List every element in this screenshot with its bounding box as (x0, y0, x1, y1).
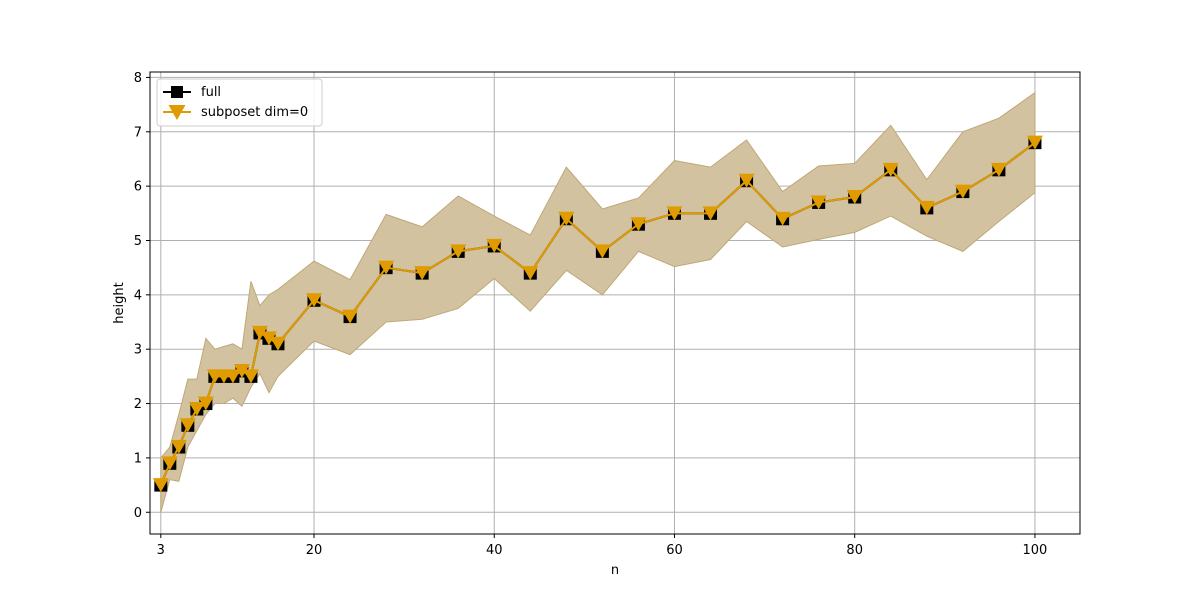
subposet-point (342, 309, 359, 324)
subposet-point (846, 190, 863, 205)
y-tick-label: 3 (134, 343, 142, 358)
series-layer (152, 135, 1043, 493)
legend: full subposet dim=0 (156, 78, 323, 127)
subposet-point (666, 206, 683, 221)
x-tick-label: 3 (157, 543, 165, 558)
subposet-point (170, 440, 187, 455)
subposet-point (224, 369, 241, 384)
y-tick-label: 8 (134, 71, 142, 86)
subposet-point (882, 162, 899, 177)
subposet-point (251, 325, 268, 340)
subposet-point (269, 336, 286, 351)
subposet-point (594, 244, 611, 259)
legend-label-full: full (201, 85, 221, 100)
y-tick-label: 5 (134, 234, 142, 249)
subposet-point (306, 293, 323, 308)
subposet-point (810, 195, 827, 210)
subposet-point (161, 456, 178, 471)
x-tick-label: 20 (306, 543, 323, 558)
y-axis-label: height (112, 282, 127, 323)
subposet-point (702, 206, 719, 221)
legend-entry-subposet: subposet dim=0 (163, 105, 308, 120)
x-tick-label: 80 (846, 543, 863, 558)
subposet-point (414, 266, 431, 281)
subposet-point (152, 478, 169, 493)
subposet-point (260, 331, 277, 346)
y-tick-label: 6 (134, 180, 142, 195)
plot-frame (149, 71, 1081, 535)
y-tick-label: 7 (134, 125, 142, 140)
subposet-point (1026, 135, 1043, 150)
subposet-point (630, 217, 647, 232)
subposet-point (918, 200, 935, 215)
legend-label-subposet: subposet dim=0 (201, 105, 308, 120)
tick-layer: 3 20 40 60 80 100 0 1 2 3 4 5 6 7 8 (134, 71, 1048, 558)
grid-layer (150, 72, 1080, 534)
x-tick-label: 40 (486, 543, 503, 558)
subposet-point (522, 266, 539, 281)
subposet-point (233, 363, 250, 378)
subposet-point (558, 211, 575, 226)
legend-entry-full: full (163, 85, 221, 100)
x-tick-label: 60 (666, 543, 683, 558)
subposet-point (738, 173, 755, 188)
x-axis-label: n (611, 563, 619, 578)
subposet-point (774, 211, 791, 226)
subposet-point (378, 260, 395, 275)
subposet-point (188, 401, 205, 416)
subposet-point (242, 369, 259, 384)
y-tick-label: 0 (134, 506, 142, 521)
legend-square-marker (171, 86, 183, 98)
subposet-point (990, 162, 1007, 177)
subposet-point (179, 418, 196, 433)
subposet-point (486, 238, 503, 253)
legend-box (156, 78, 323, 127)
x-tick-label: 100 (1023, 543, 1048, 558)
subposet-point (954, 184, 971, 199)
legend-triangle-marker (168, 105, 186, 120)
y-tick-label: 4 (134, 288, 142, 303)
y-tick-label: 1 (134, 451, 142, 466)
subposet-point (450, 244, 467, 259)
subposet-point (197, 396, 214, 411)
y-tick-label: 2 (134, 397, 142, 412)
